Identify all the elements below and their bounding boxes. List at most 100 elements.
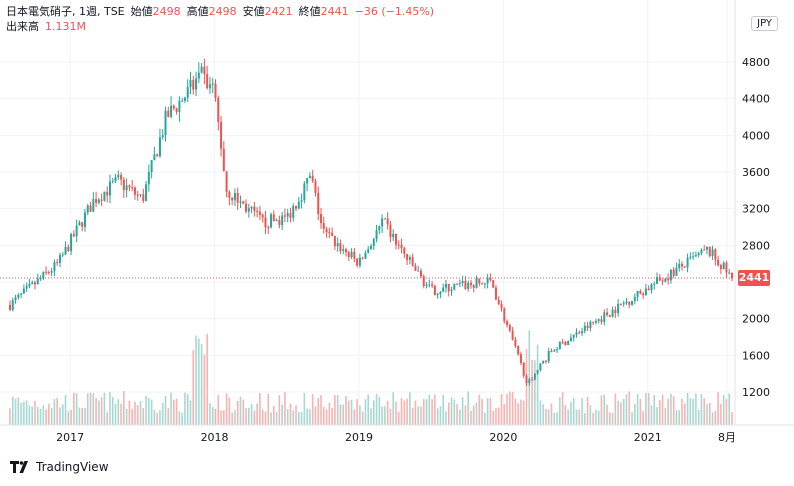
candle-body [481, 283, 484, 285]
candle-body [283, 215, 286, 217]
volume-bar [320, 395, 322, 425]
volume-bar [411, 407, 414, 425]
candle-body [731, 272, 733, 279]
brand-name: TradingView [36, 460, 109, 474]
volume-bar [400, 398, 403, 425]
candle-body [220, 122, 223, 149]
volume-bar [223, 410, 225, 425]
volume-bar [428, 394, 431, 425]
volume-bar [98, 400, 100, 425]
volume-bar [672, 395, 675, 425]
volume-bar [325, 409, 328, 425]
volume-bar [511, 391, 514, 425]
volume-bar [422, 399, 425, 425]
candle-body [272, 214, 275, 221]
volume-bar [228, 397, 231, 425]
candle-body [575, 332, 578, 335]
candle-body [450, 289, 453, 292]
volume-bar [45, 409, 47, 425]
candle-body [633, 296, 636, 302]
volume-bar [667, 398, 669, 425]
time-axis[interactable]: 2017 2018 2019 2020 2021 8月 [56, 431, 736, 444]
volume-bar [653, 394, 656, 425]
candle-body [233, 192, 236, 201]
candle-body [342, 249, 345, 251]
volume-bar [181, 412, 183, 425]
volume-bar [236, 400, 239, 425]
y-tick-label: 4800 [742, 56, 770, 69]
candle-body [608, 315, 611, 317]
volume-bar [631, 412, 633, 425]
candle-body [711, 249, 714, 257]
volume-bar [139, 401, 142, 425]
price-axis[interactable]: 1200160020002400280032003600400044004800 [742, 56, 770, 399]
volume-bar [170, 392, 172, 425]
candle-body [606, 312, 609, 316]
candle-body [281, 215, 284, 225]
volume-bar [489, 398, 492, 425]
tradingview-logo[interactable]: TradingView [10, 460, 109, 474]
candle-body [53, 262, 56, 272]
candle-body [164, 110, 167, 136]
symbol-title[interactable]: 日本電気硝子, 1週, TSE [6, 5, 125, 18]
candle-body [286, 213, 289, 217]
candle-body [67, 246, 70, 251]
volume-bar [517, 403, 519, 425]
y-tick-label: 2800 [742, 239, 770, 252]
candle-body [61, 254, 64, 256]
currency-button[interactable]: JPY [751, 16, 778, 31]
volume-bar [92, 393, 95, 425]
candle-body [270, 214, 273, 228]
volume-bar [114, 404, 117, 425]
volume-bar [284, 391, 286, 425]
volume-bar [556, 412, 558, 425]
volume-bar [620, 402, 622, 425]
candle-body [456, 283, 459, 285]
volume-bar [156, 412, 158, 425]
candle-body [378, 226, 381, 231]
volume-bar [442, 394, 444, 425]
candle-body [683, 266, 686, 268]
candle-body [139, 194, 142, 196]
candle-body [261, 214, 264, 218]
volume-bar [370, 408, 372, 425]
volume-bar [720, 403, 722, 425]
volume-bar [347, 400, 350, 425]
candle-body [128, 185, 131, 188]
candle-body [264, 217, 267, 228]
candle-body [186, 86, 189, 98]
y-tick-label: 4000 [742, 129, 770, 142]
volume-bar [9, 408, 11, 425]
candle-body [50, 271, 53, 273]
candle-body [619, 303, 622, 305]
candle-body [667, 278, 670, 281]
volume-bar [553, 412, 556, 425]
candle-body [708, 246, 711, 257]
candle-body [661, 280, 664, 282]
volume-bar [59, 407, 61, 425]
candle-body [103, 191, 106, 201]
candle-body [686, 257, 689, 268]
candle-body [492, 280, 495, 288]
volume-bar [17, 397, 20, 425]
volume-bar [231, 412, 233, 425]
x-tick-label: 2018 [201, 431, 229, 444]
volume-bar [253, 410, 256, 425]
candlesticks [9, 58, 733, 386]
volume-bar [547, 409, 550, 425]
volume-bar [123, 391, 125, 425]
volume-bar [214, 408, 217, 425]
volume-bar [128, 400, 131, 425]
volume-bar [686, 392, 689, 425]
candle-body [133, 187, 136, 195]
volume-bar [575, 409, 578, 425]
volume-bar [459, 409, 461, 425]
candle-body [625, 301, 628, 304]
candle-body [553, 350, 556, 352]
volume-bar [520, 399, 522, 425]
y-tick-label: 3600 [742, 166, 770, 179]
candle-body [350, 251, 353, 258]
volume-bar [392, 392, 395, 425]
volume-bar [436, 408, 439, 425]
